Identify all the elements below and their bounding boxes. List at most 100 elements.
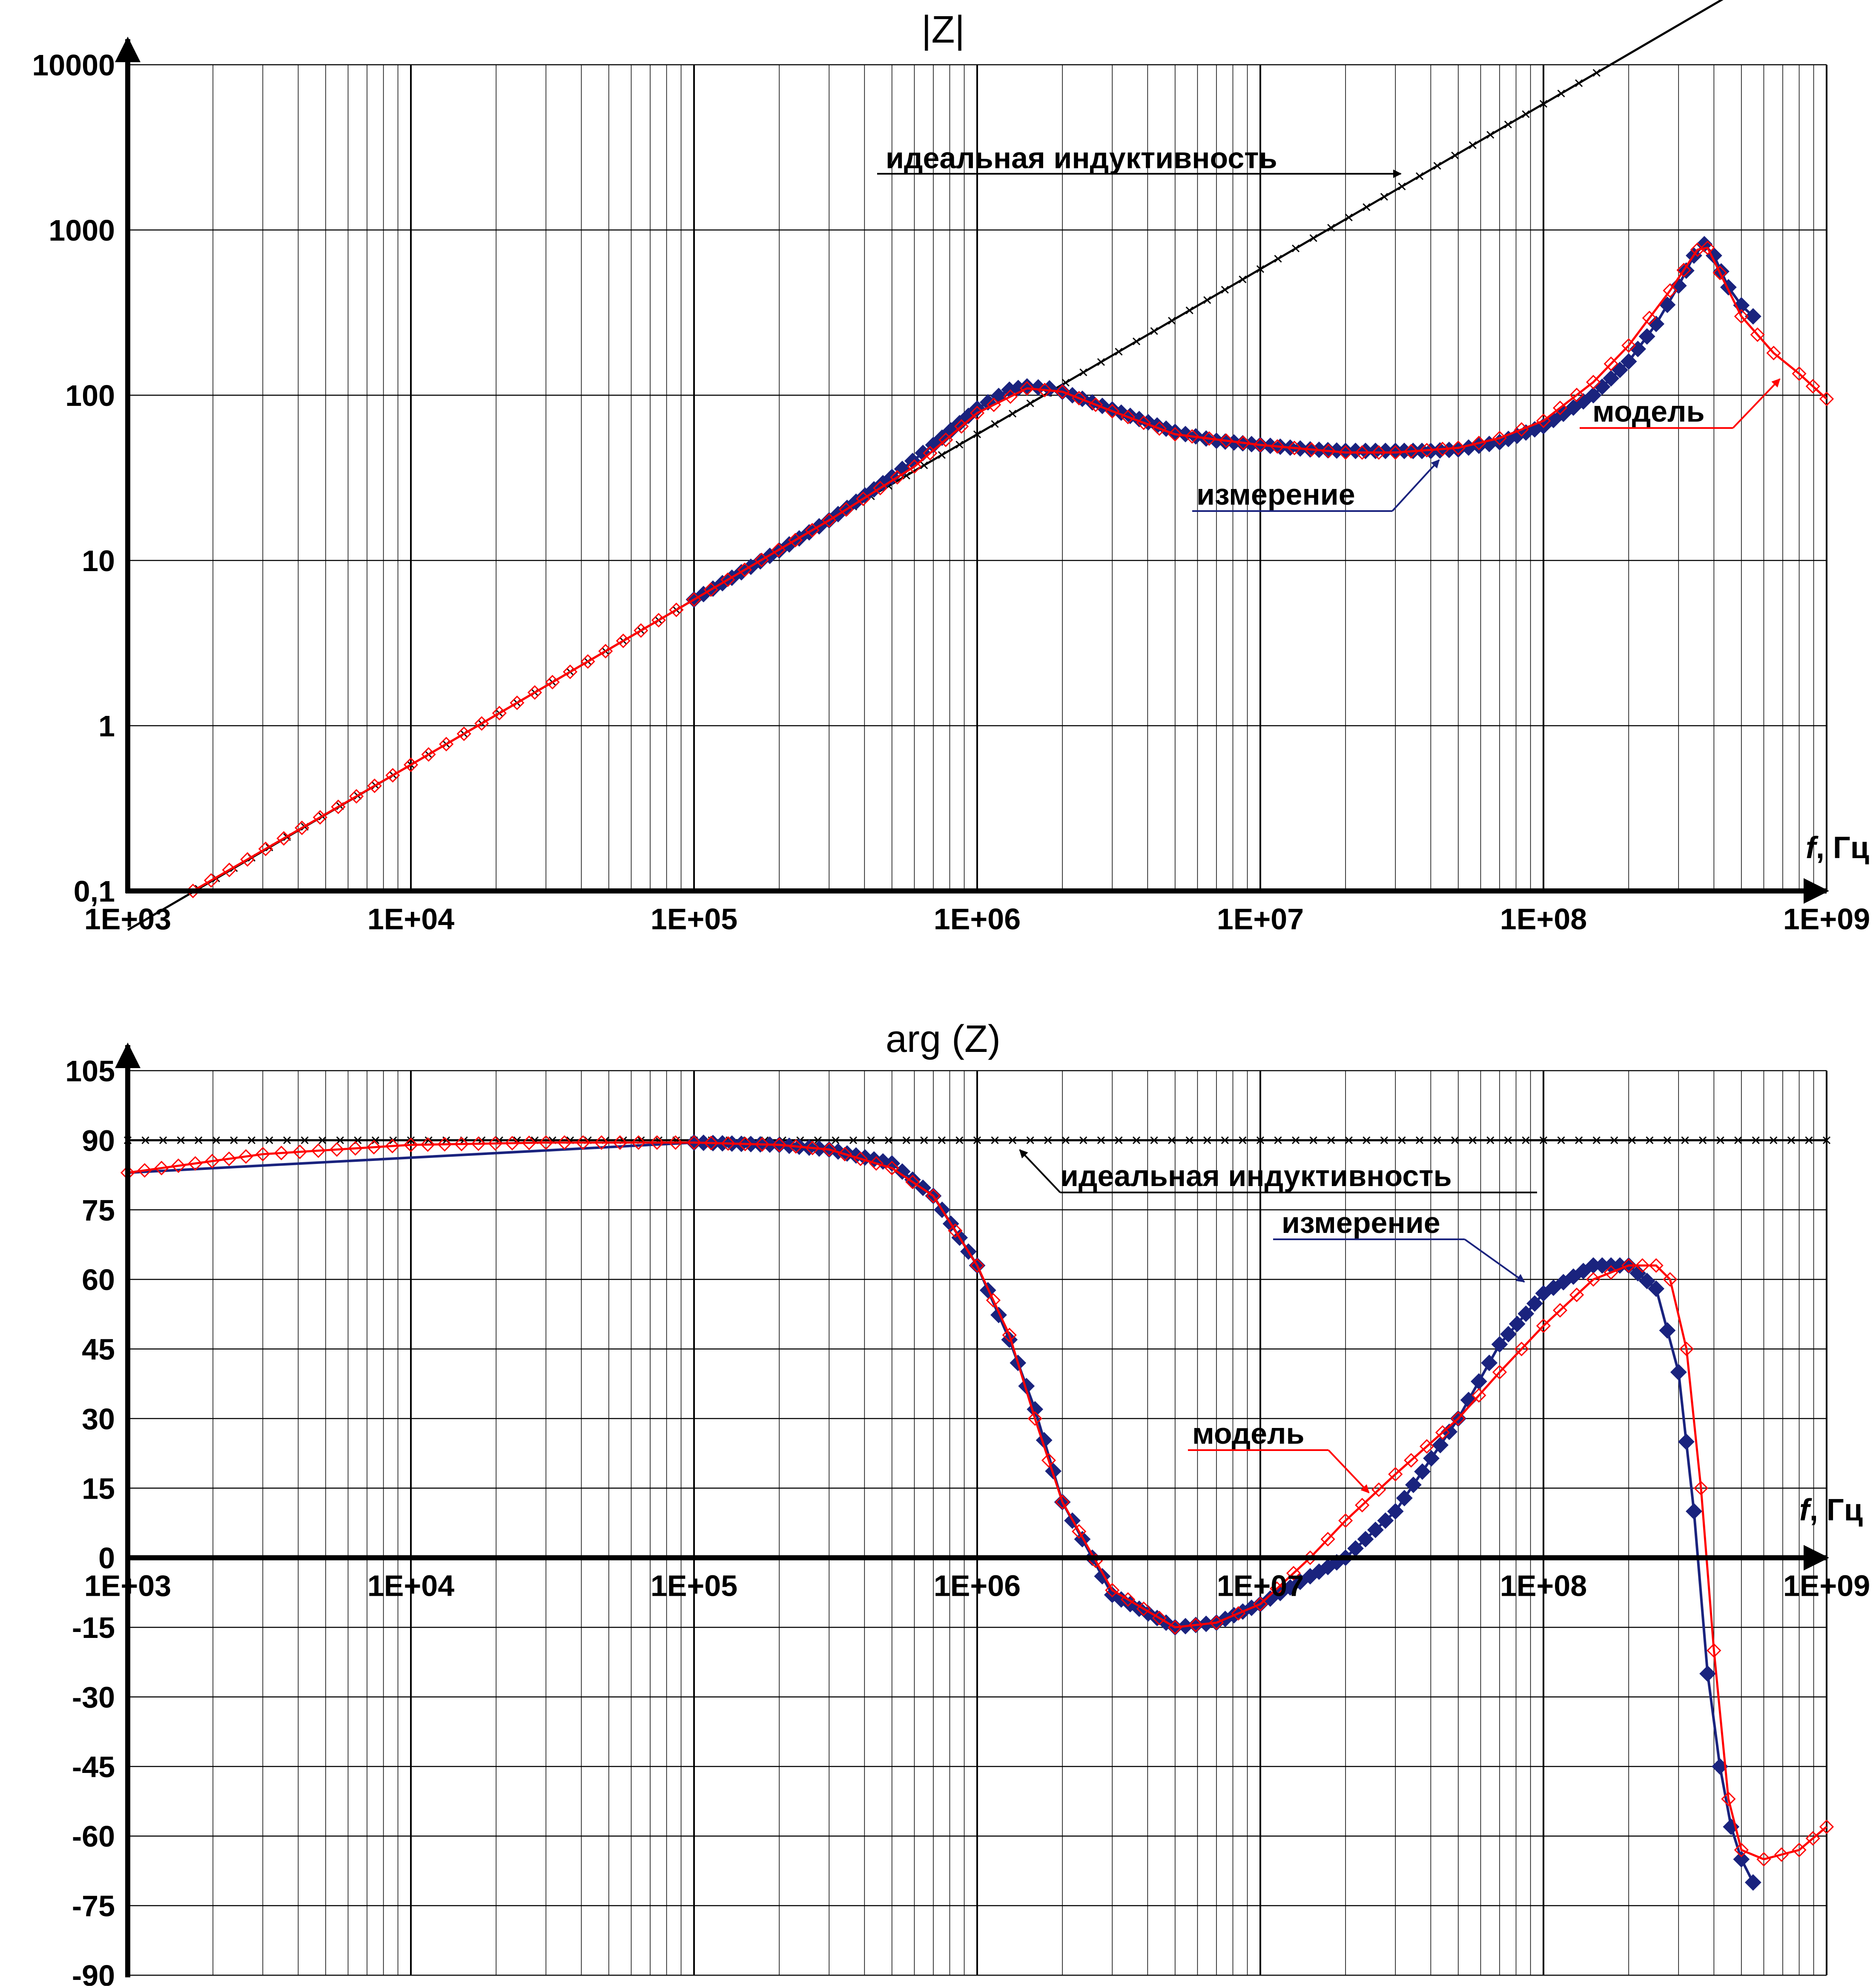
ideal-point-marker [159,1136,167,1144]
phase-x-tick-label: 1E+07 [1217,1569,1304,1603]
model-point-marker [385,768,400,783]
measurement-point-marker [1648,316,1665,333]
model-point-marker [772,1138,787,1152]
model-point-marker [1663,1272,1678,1287]
model-point-marker [822,513,837,528]
ideal-point-marker [1044,1136,1052,1144]
phase-chart: arg (Z) 1E+03 1E+04 1E+05 1E+06 1E+07 1E+08 1E… [65,1018,1870,1988]
ideal-point-marker [265,1136,273,1144]
model-point-marker [1270,439,1285,454]
ideal-point-marker [1539,100,1548,108]
ideal-point-marker [920,1136,928,1144]
model-point-marker [456,726,471,741]
magnitude-y-tick-label: 10 [82,544,115,577]
model-point-marker [580,654,595,669]
magnitude-y-tick-label: 0,1 [74,875,115,908]
model-point-marker [1603,1265,1618,1280]
phase-chart-title: arg (Z) [886,1018,1001,1060]
measurement-point-marker [1491,1336,1508,1353]
ideal-point-marker [1575,79,1583,87]
model-point-marker [1320,1531,1335,1547]
model-point-marker [754,552,769,567]
model-point-marker [938,432,953,447]
model-point-marker [1286,1566,1301,1581]
model-point-marker [634,623,648,638]
model-point-marker [1304,442,1319,457]
model-point-marker [838,1146,852,1162]
model-point-marker [471,1136,486,1151]
model-point-marker [492,706,507,721]
phase-x-tick-label: 1E+09 [1783,1569,1870,1603]
model-point-marker [869,1156,884,1171]
model-point-marker [1635,1258,1650,1273]
magnitude-y-tick-label: 1 [98,710,115,743]
phase-y-tick-label: 0 [98,1542,115,1575]
model-point-marker [205,1154,220,1169]
measurement-point-marker [1744,308,1761,325]
phase-y-tick-label: 75 [82,1194,115,1227]
ideal-point-marker [1221,286,1229,294]
annotation-model-arrow [1732,378,1781,429]
magnitude-x-tick-label: 1E+09 [1783,902,1870,936]
model-point-marker [1072,1524,1087,1539]
measurement-point-marker [883,1155,901,1172]
ideal-point-marker [141,1136,149,1144]
ideal-point-marker [1097,1136,1105,1144]
model-point-marker [720,572,735,587]
annotation-measurement-label: измерение [1282,1206,1440,1239]
ideal-point-marker [1433,1136,1441,1144]
ideal-point-marker [1469,141,1477,149]
measurement-point-marker [1733,1851,1750,1868]
model-point-marker [1269,1581,1285,1596]
model-point-marker [1202,431,1217,446]
ideal-point-marker [1752,1136,1760,1144]
model-point-marker [1642,310,1657,325]
magnitude-x-tick-label: 1E+06 [934,902,1021,936]
phase-x-tick-label: 1E+06 [934,1569,1021,1603]
model-point-marker [1819,1819,1834,1834]
model-point-marker [1700,240,1715,255]
model-point-marker [539,1135,554,1150]
phase-y-tick-label: -30 [72,1681,115,1714]
model-point-marker [527,685,542,700]
model-point-marker [703,582,718,597]
ideal-point-marker [938,1136,946,1144]
ideal-point-marker [920,461,928,469]
model-point-marker [240,852,255,867]
ideal-point-marker [955,1136,964,1144]
model-point-marker [255,1146,270,1162]
model-point-marker [1586,1272,1601,1287]
ideal-point-marker [1327,1136,1335,1144]
model-point-marker [437,1137,452,1152]
ideal-point-marker [1628,1136,1636,1144]
model-point-marker [1419,442,1434,458]
model-point-marker [1603,356,1618,371]
ideal-point-marker [1292,1136,1300,1144]
model-point-marker [1649,1258,1664,1273]
model-point-marker [737,1136,753,1152]
ideal-point-marker [1185,1136,1193,1144]
model-point-marker [222,862,237,877]
model-point-marker [616,633,631,648]
model-point-marker [403,757,419,772]
ideal-point-marker [938,451,946,459]
model-point-marker [1055,384,1070,399]
phase-y-tick-label: -15 [72,1611,115,1644]
ideal-point-marker [1592,69,1601,77]
ideal-point-marker [1115,348,1123,356]
model-point-marker [1253,1597,1268,1612]
model-point-marker [613,1135,628,1150]
ideal-point-marker [885,1136,893,1144]
ideal-point-marker [955,440,964,449]
model-point-marker [1152,421,1167,436]
measurement-point-marker [1500,1326,1517,1343]
model-point-marker [1167,1620,1182,1635]
model-point-marker [331,799,346,814]
model-point-marker [703,1135,719,1151]
phase-tick-labels: 1E+03 1E+04 1E+05 1E+06 1E+07 1E+08 1E+09 105 90… [65,1054,1870,1988]
ideal-point-marker [1345,1136,1353,1144]
ideal-point-marker [1451,151,1459,160]
ideal-point-marker [247,1136,255,1144]
ideal-point-marker [1380,192,1388,201]
ideal-point-marker [973,1136,981,1144]
